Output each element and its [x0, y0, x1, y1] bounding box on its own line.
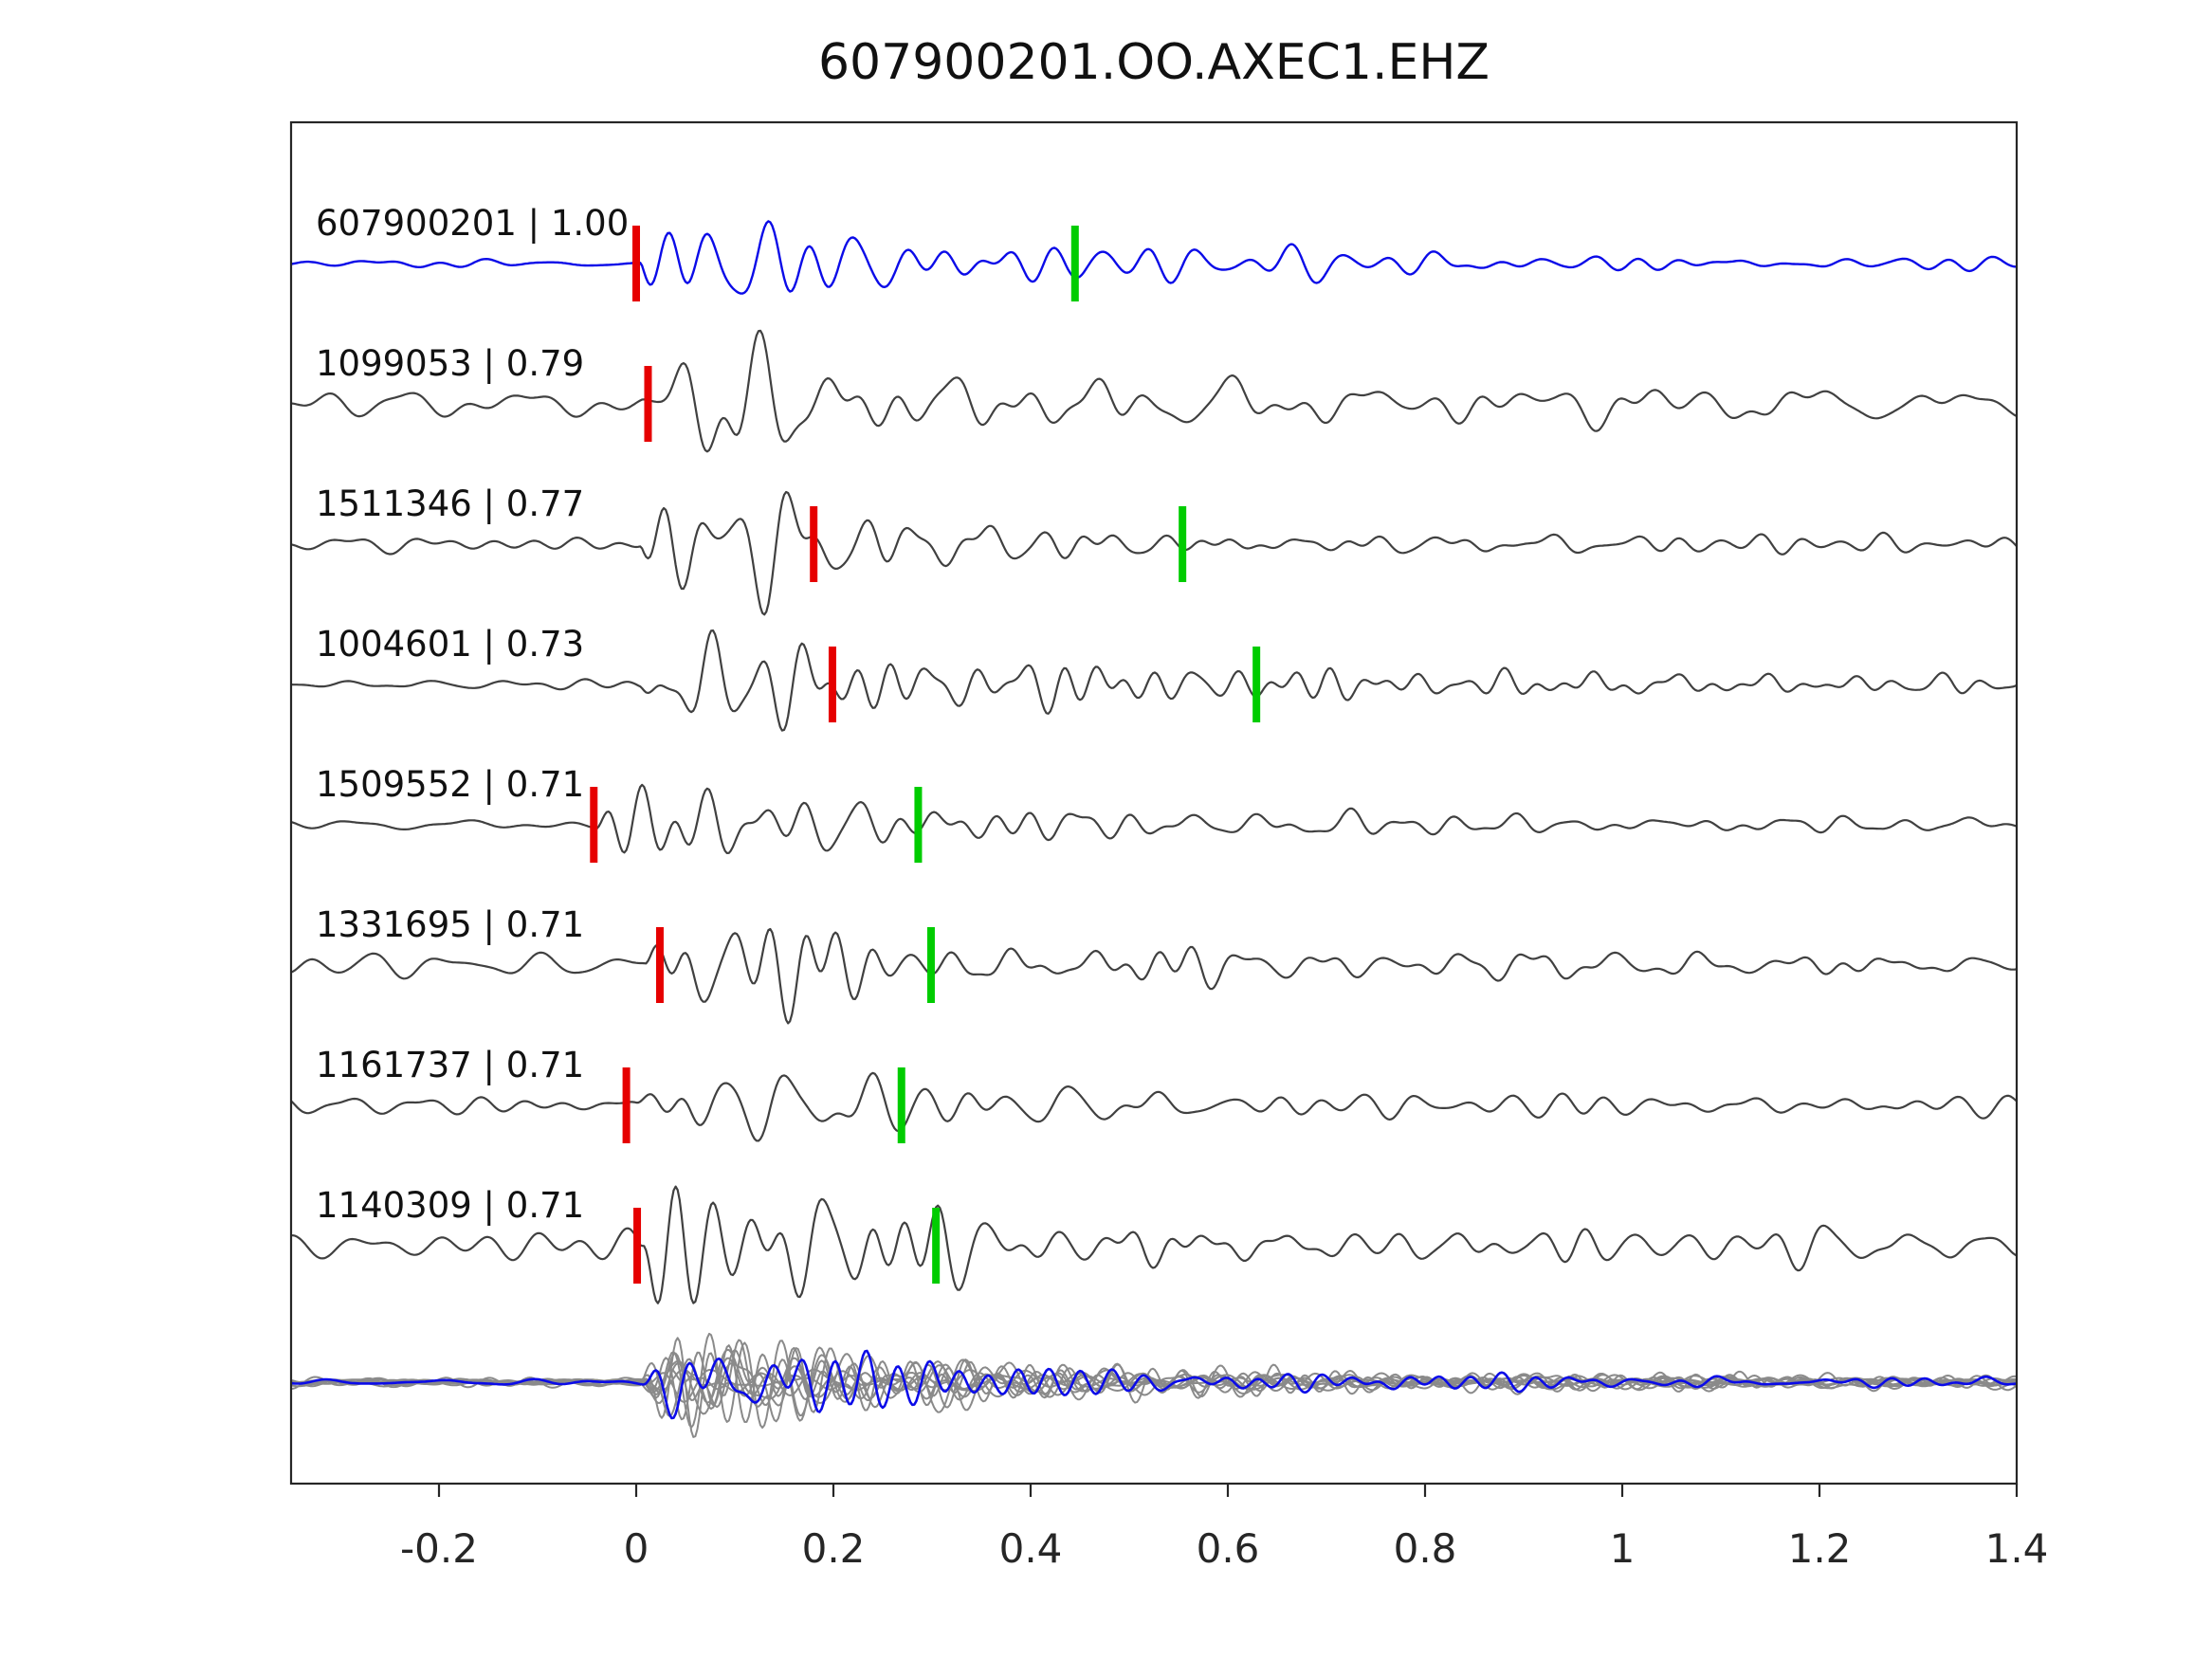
plot-border: [289, 120, 2019, 1486]
figure-title: 607900201.OO.AXEC1.EHZ: [817, 34, 1490, 91]
match-trace: [291, 1071, 2017, 1142]
pick-marker-green: [914, 787, 923, 863]
trace-label: 1331695 | 0.71: [316, 904, 584, 945]
pick-marker-red: [810, 506, 818, 582]
trace-label: 1509552 | 0.71: [316, 764, 584, 805]
stack-template-trace: [291, 1349, 2017, 1420]
x-tick-label: 0.2: [802, 1525, 866, 1572]
x-tick-label: 1.2: [1788, 1525, 1852, 1572]
match-trace: [291, 927, 2017, 1025]
match-trace: [291, 783, 2017, 855]
trace-label: 1140309 | 0.71: [316, 1185, 584, 1226]
trace-label: 607900201 | 1.00: [316, 203, 629, 244]
pick-marker-green: [1070, 226, 1079, 301]
pick-marker-red: [655, 927, 664, 1003]
pick-marker-red: [633, 1208, 642, 1284]
pick-marker-red: [644, 366, 652, 442]
pick-marker-green: [1252, 647, 1261, 722]
match-trace: [291, 490, 2017, 616]
pick-marker-green: [1179, 506, 1187, 582]
pick-marker-red: [622, 1067, 631, 1143]
pick-marker-green: [897, 1067, 905, 1143]
match-trace: [291, 629, 2017, 732]
x-tick-label: 1.4: [1985, 1525, 2049, 1572]
trace-area: [291, 220, 2017, 1438]
x-tick-label: 0: [624, 1525, 649, 1572]
x-tick-label: 0.8: [1394, 1525, 1457, 1572]
pick-marker-red: [828, 647, 836, 722]
pick-marker-red: [632, 226, 640, 301]
x-tick-label: 0.4: [999, 1525, 1063, 1572]
trace-label: 1099053 | 0.79: [316, 343, 584, 384]
trace-label: 1511346 | 0.77: [316, 483, 584, 524]
match-trace: [291, 1185, 2017, 1304]
match-trace: [291, 329, 2017, 453]
x-tick-label: 1: [1610, 1525, 1636, 1572]
stack-member-trace: [291, 1368, 2017, 1398]
trace-label: 1161737 | 0.71: [316, 1045, 584, 1085]
pick-marker-red: [590, 787, 598, 863]
pick-marker-green: [926, 927, 935, 1003]
x-tick-label: -0.2: [400, 1525, 478, 1572]
template-trace: [291, 220, 2017, 295]
trace-label: 1004601 | 0.73: [316, 624, 584, 665]
x-tick-label: 0.6: [1197, 1525, 1260, 1572]
pick-marker-green: [932, 1208, 941, 1284]
